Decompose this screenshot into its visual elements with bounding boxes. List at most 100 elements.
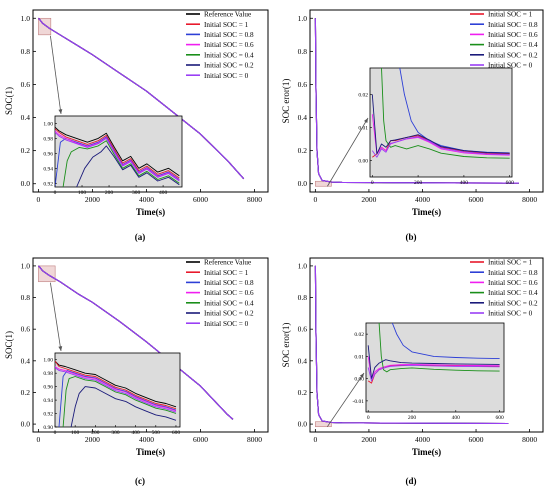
inset-series-line <box>371 94 510 155</box>
inset-series-line <box>70 386 177 427</box>
chart-panel-b: 0 2000 4000 6000 80000.00.20.40.60.81.0Time(… <box>281 9 544 242</box>
zoom-arrow <box>327 117 369 187</box>
series-line <box>314 18 519 184</box>
legend-entry: Initial SOC = 0 <box>204 320 249 328</box>
inset-series-line <box>391 323 500 360</box>
x-tick-label: 6000 <box>193 195 208 204</box>
legend-entry: Initial SOC = 0.8 <box>204 31 254 39</box>
inset-y-tick-label: 0.98 <box>43 136 53 142</box>
x-tick-label: 6000 <box>469 435 484 444</box>
y-axis-label: SOC(1) <box>4 331 14 359</box>
inset-y-tick-label: 0.02 <box>358 92 368 98</box>
inset-y-tick-label: 1.00 <box>43 121 53 127</box>
x-axis-label: Time(s) <box>136 207 165 217</box>
legend: Initial SOC = 1 Initial SOC = 0.8 Initial … <box>470 11 538 70</box>
inset-series-group <box>371 68 510 159</box>
inset-y-tick-label: 1.00 <box>43 358 53 364</box>
x-axis-label: Time(s) <box>412 207 441 217</box>
inset-x-tick-label: 0 <box>54 430 57 436</box>
series-line <box>314 265 509 425</box>
inset-y-tick-label: 0.92 <box>43 181 53 187</box>
inset-x-tick-label: 100 <box>78 190 87 196</box>
inset-y-tick-label: 0.98 <box>43 371 53 377</box>
chart-panel-d: 0 2000 4000 6000 80000.00.20.40.60.81.0Time(… <box>281 257 544 486</box>
inset-zoom-plot: 0 100 200 300 400 500 600 0.90 0.92 0.94 0.96 0.98 1… <box>43 352 181 436</box>
y-tick-label: 0.6 <box>298 325 308 334</box>
legend-entry: Initial SOC = 1 <box>204 21 249 29</box>
inset-zoom-plot: 0 100 200 300 400 0.92 0.94 0.96 0.98 1.00 <box>43 115 183 196</box>
legend-entry: Initial SOC = 0.4 <box>204 51 254 59</box>
inset-x-tick-label: 0 <box>367 415 370 421</box>
x-tick-label: 8000 <box>247 435 262 444</box>
y-tick-label: 0.8 <box>21 47 31 56</box>
panel-caption: (d) <box>406 476 417 486</box>
x-tick-label: 2000 <box>361 195 376 204</box>
inset-x-tick-label: 600 <box>172 430 181 436</box>
y-axis-label: SOC(1) <box>4 87 14 115</box>
y-tick-label: 0.6 <box>21 80 31 89</box>
legend-entry: Initial SOC = 0.4 <box>488 41 538 49</box>
x-tick-label: 4000 <box>139 195 154 204</box>
zoom-arrow <box>50 282 62 352</box>
legend-entry: Initial SOC = 0.2 <box>488 299 538 307</box>
x-tick-label: 2000 <box>85 435 100 444</box>
inset-x-tick-label: 400 <box>452 415 461 421</box>
inset-series-line <box>371 136 510 158</box>
legend-entry: Initial SOC = 0.2 <box>204 310 254 318</box>
inset-x-tick-label: 200 <box>408 415 417 421</box>
x-tick-label: 0 <box>37 195 41 204</box>
inset-series-line <box>367 345 500 380</box>
inset-series-line <box>55 360 177 410</box>
x-tick-label: 0 <box>313 435 317 444</box>
y-axis-label: SOC eror(1) <box>281 323 291 368</box>
inset-frame <box>54 115 183 188</box>
legend-entry: Initial SOC = 0.6 <box>204 41 254 49</box>
y-tick-label: 0.4 <box>298 113 308 122</box>
legend-entry: Initial SOC = 0.8 <box>488 21 538 29</box>
inset-y-tick-label: 0.90 <box>43 425 53 431</box>
x-tick-label: 8000 <box>522 435 537 444</box>
y-tick-label: 0.0 <box>298 179 308 188</box>
y-tick-label: 1.0 <box>298 261 308 270</box>
y-tick-label: 1.0 <box>298 14 308 23</box>
legend-entry: Initial SOC = 0 <box>204 72 249 80</box>
x-tick-label: 6000 <box>193 435 208 444</box>
y-tick-label: 0.4 <box>298 356 308 365</box>
x-tick-label: 8000 <box>522 195 537 204</box>
y-tick-label: 0.0 <box>21 179 31 188</box>
x-axis-label: Time(s) <box>136 447 165 457</box>
inset-zoom-plot: 0 200 400 600 0.00 0.01 0.02 <box>358 67 514 186</box>
zoom-arrow <box>50 35 62 115</box>
inset-x-tick-label: 600 <box>495 415 504 421</box>
y-tick-label: 0.2 <box>298 388 308 397</box>
legend-entry: Initial SOC = 0.8 <box>204 279 254 287</box>
inset-frame <box>365 322 505 413</box>
inset-x-tick-label: 400 <box>159 190 168 196</box>
legend-entry: Initial SOC = 1 <box>488 259 533 267</box>
x-tick-label: 6000 <box>469 195 484 204</box>
inset-x-tick-label: 500 <box>152 430 161 436</box>
inset-x-tick-label: 200 <box>414 180 423 186</box>
inset-series-group <box>55 126 180 187</box>
inset-y-tick-label: 0.02 <box>354 332 364 338</box>
inset-series-line <box>55 360 177 408</box>
zoom-arrow <box>327 372 365 427</box>
inset-series-line <box>55 128 180 179</box>
legend-entry: Initial SOC = 0.2 <box>204 62 254 70</box>
inset-series-line <box>55 132 180 182</box>
panel-caption: (c) <box>135 476 145 486</box>
y-tick-label: 0.8 <box>21 293 31 302</box>
inset-x-tick-label: 0 <box>54 190 57 196</box>
inset-y-tick-label: 0.01 <box>354 354 364 360</box>
y-tick-label: 0.8 <box>298 47 308 56</box>
x-tick-label: 4000 <box>415 195 430 204</box>
y-tick-label: 0.4 <box>21 113 31 122</box>
inset-x-tick-label: 100 <box>71 430 80 436</box>
zoom-arrow-head <box>58 109 63 114</box>
legend-entry: Initial SOC = 0.4 <box>488 289 538 297</box>
inset-series-group <box>55 360 177 427</box>
legend-entry: Initial SOC = 0.6 <box>488 279 538 287</box>
inset-series-line <box>55 126 180 177</box>
x-axis-label: Time(s) <box>412 447 441 457</box>
